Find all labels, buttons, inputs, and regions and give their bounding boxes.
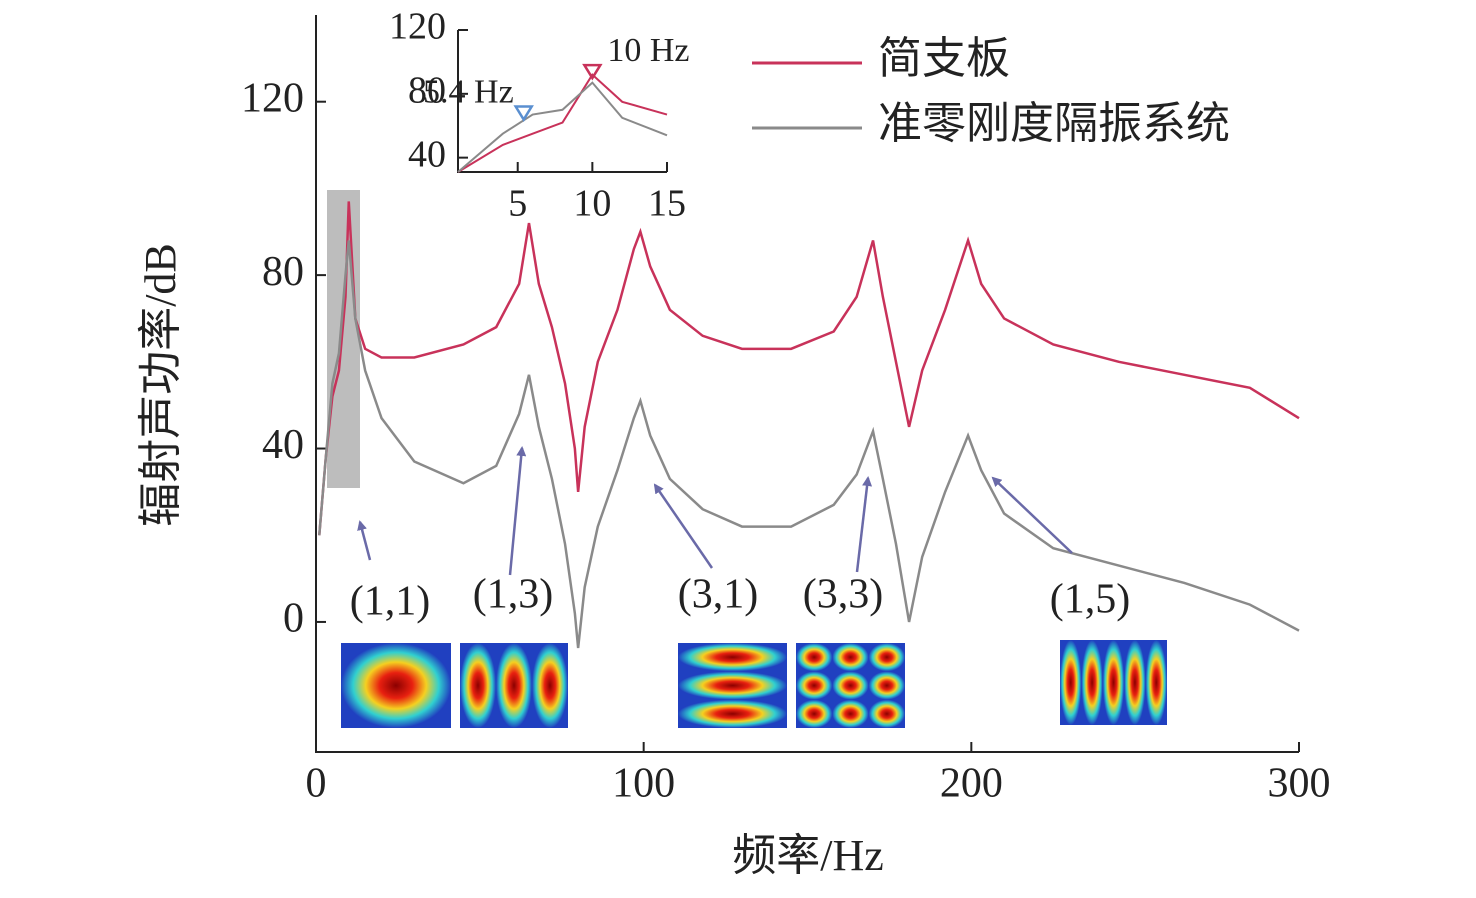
mode-lobe <box>832 643 869 672</box>
y-tick-label: 40 <box>262 422 304 468</box>
marker-label: 5.4 Hz <box>423 73 514 110</box>
series-line <box>457 73 668 173</box>
mode-label: (3,1) <box>678 572 758 618</box>
mode-lobe <box>796 671 833 700</box>
mode-lobe <box>796 699 833 728</box>
marker <box>582 63 603 81</box>
mode-lobe <box>341 643 451 728</box>
mode-label: (1,1) <box>350 579 430 625</box>
y-tick-label: 40 <box>408 133 446 175</box>
mode-lobe <box>1145 640 1167 725</box>
y-tick-label: 0 <box>283 596 304 642</box>
y-tick-label: 80 <box>408 70 446 112</box>
y-axis-title: 辐射声功率/dB <box>136 243 185 527</box>
x-tick-label: 200 <box>940 761 1003 807</box>
series-line <box>457 81 668 173</box>
y-tick-label: 80 <box>262 249 304 295</box>
mode-lobe <box>1060 640 1082 725</box>
marker-label: 10 Hz <box>607 32 689 69</box>
mode-lobe <box>460 643 496 728</box>
mode-lobe <box>1081 640 1103 725</box>
x-tick-label: 5 <box>508 183 527 225</box>
mode-lobe <box>832 699 869 728</box>
mode-lobe <box>1102 640 1125 725</box>
arrow <box>855 476 873 573</box>
x-tick-label: 0 <box>306 761 327 807</box>
marker <box>513 105 534 122</box>
mode-label: (1,3) <box>473 572 553 618</box>
y-tick-label: 120 <box>241 75 304 121</box>
mode-lobe <box>1124 640 1146 725</box>
mode-lobe <box>796 643 833 672</box>
highlight-box <box>327 190 360 488</box>
mode-lobe <box>868 671 905 700</box>
x-tick-label: 10 <box>573 183 611 225</box>
legend-label: 准零刚度隔振系统 <box>878 99 1230 148</box>
y-tick-label: 120 <box>389 6 446 48</box>
x-tick-label: 300 <box>1268 761 1331 807</box>
mode-label: (1,5) <box>1050 577 1130 623</box>
arrow <box>991 476 1073 554</box>
mode-lobe <box>678 671 787 700</box>
series-line <box>318 240 1300 649</box>
series-line <box>318 201 1300 536</box>
mode-lobe <box>678 643 787 672</box>
x-tick-label: 15 <box>648 183 686 225</box>
mode-lobe <box>496 643 532 728</box>
mode-lobe <box>532 643 568 728</box>
legend-label: 简支板 <box>878 34 1010 83</box>
arrow <box>357 520 372 561</box>
mode-lobe <box>868 643 905 672</box>
x-axis-title: 频率/Hz <box>732 831 884 880</box>
mode-lobe <box>868 699 905 728</box>
arrow <box>508 446 527 576</box>
mode-lobe <box>678 699 787 728</box>
x-tick-label: 100 <box>612 761 675 807</box>
arrow <box>653 483 714 569</box>
mode-lobe <box>832 671 869 700</box>
mode-label: (3,3) <box>803 572 883 618</box>
